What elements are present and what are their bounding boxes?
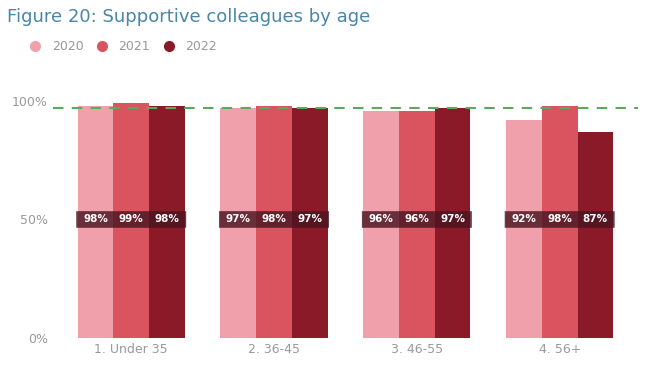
Bar <box>113 103 149 338</box>
Bar <box>292 108 328 338</box>
Text: 98%: 98% <box>547 215 572 225</box>
Bar <box>149 106 185 338</box>
Bar <box>435 108 470 338</box>
Bar <box>399 111 435 338</box>
Bar <box>542 106 578 338</box>
Text: 98%: 98% <box>83 215 108 225</box>
Bar <box>506 120 542 338</box>
Text: 97%: 97% <box>297 215 322 225</box>
Text: 97%: 97% <box>226 215 251 225</box>
Bar <box>363 111 399 338</box>
Legend: 2020, 2021, 2022: 2020, 2021, 2022 <box>18 35 222 58</box>
Text: 92%: 92% <box>511 215 536 225</box>
Text: 96%: 96% <box>368 215 393 225</box>
Text: 87%: 87% <box>583 215 608 225</box>
Bar <box>578 132 613 338</box>
FancyBboxPatch shape <box>76 211 186 228</box>
Bar <box>220 108 256 338</box>
Text: 98%: 98% <box>155 215 180 225</box>
Bar <box>78 106 113 338</box>
Text: 99%: 99% <box>119 215 143 225</box>
FancyBboxPatch shape <box>219 211 329 228</box>
Text: 96%: 96% <box>405 215 429 225</box>
Text: Figure 20: Supportive colleagues by age: Figure 20: Supportive colleagues by age <box>7 8 370 26</box>
FancyBboxPatch shape <box>505 211 615 228</box>
FancyBboxPatch shape <box>362 211 472 228</box>
Bar <box>256 106 292 338</box>
Text: 97%: 97% <box>440 215 465 225</box>
Text: 98%: 98% <box>262 215 286 225</box>
